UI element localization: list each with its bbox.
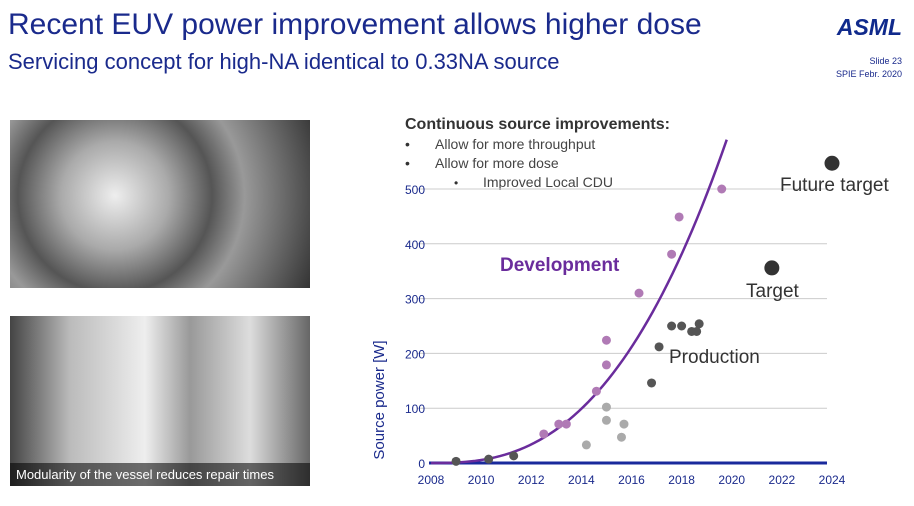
y-tick-label: 200 <box>405 347 425 361</box>
y-axis-label: Source power [W] <box>371 340 388 459</box>
source-power-chart: Continuous source improvements: • Allow … <box>371 116 889 487</box>
subnote: Improved Local CDU <box>483 174 613 190</box>
x-tick-label: 2016 <box>618 473 645 487</box>
y-tick-label: 100 <box>405 402 425 416</box>
production-label: Production <box>669 347 760 368</box>
development-point <box>554 419 564 429</box>
future-target-label: Future target <box>780 175 889 196</box>
slide-info: Slide 23 SPIE Febr. 2020 <box>836 55 902 81</box>
production-point <box>647 378 657 388</box>
note-bullet: • <box>405 155 410 171</box>
development-point <box>667 249 677 259</box>
development-point <box>601 335 611 345</box>
note-1: Allow for more throughput <box>435 136 595 152</box>
event-label: SPIE Febr. 2020 <box>835 69 902 79</box>
production-point <box>509 451 519 461</box>
y-tick-label: 300 <box>405 293 425 307</box>
target-label: Target <box>746 281 800 302</box>
x-tick-label: 2012 <box>518 473 545 487</box>
asml-logo: ASML <box>836 14 902 40</box>
early-production-point <box>601 415 611 425</box>
x-tick-label: 2014 <box>568 473 595 487</box>
x-tick-label: 2008 <box>418 473 445 487</box>
development-point <box>634 288 644 298</box>
note-2: Allow for more dose <box>435 155 559 171</box>
photo-caption: Modularity of the vessel reduces repair … <box>10 463 310 486</box>
development-point <box>539 429 549 439</box>
slide-title: Recent EUV power improvement allows high… <box>8 8 702 41</box>
x-tick-label: 2018 <box>668 473 695 487</box>
development-point <box>601 360 611 370</box>
early-production-point <box>601 402 611 412</box>
y-tick-label: 400 <box>405 238 425 252</box>
development-point <box>674 212 684 222</box>
source-vessel-photo <box>10 120 310 288</box>
development-label: Development <box>500 255 620 276</box>
development-point <box>717 184 727 194</box>
x-tick-label: 2024 <box>819 473 846 487</box>
slide-number: Slide 23 <box>869 56 902 66</box>
future-target-point <box>824 155 840 171</box>
y-tick-label: 500 <box>405 183 425 197</box>
early-production-point <box>619 419 629 429</box>
production-point <box>692 326 702 336</box>
x-tick-label: 2022 <box>769 473 796 487</box>
x-tick-label: 2010 <box>468 473 495 487</box>
y-tick-label: 0 <box>418 457 425 471</box>
production-point <box>677 321 687 331</box>
factory-photo: Modularity of the vessel reduces repair … <box>10 316 310 486</box>
production-point <box>667 321 677 331</box>
early-production-point <box>616 432 626 442</box>
production-point <box>694 319 704 329</box>
development-point <box>561 419 571 429</box>
production-point <box>654 342 664 352</box>
development-trend-line <box>430 139 728 465</box>
x-tick-label: 2020 <box>718 473 745 487</box>
production-point <box>451 456 461 466</box>
notes-title: Continuous source improvements: <box>405 116 670 133</box>
target-point <box>764 260 780 276</box>
early-production-point <box>581 440 591 450</box>
development-point <box>591 386 601 396</box>
production-point <box>484 454 494 464</box>
note-bullet: • <box>405 136 410 152</box>
note-bullet: • <box>454 176 458 190</box>
slide-subtitle: Servicing concept for high-NA identical … <box>8 49 560 74</box>
